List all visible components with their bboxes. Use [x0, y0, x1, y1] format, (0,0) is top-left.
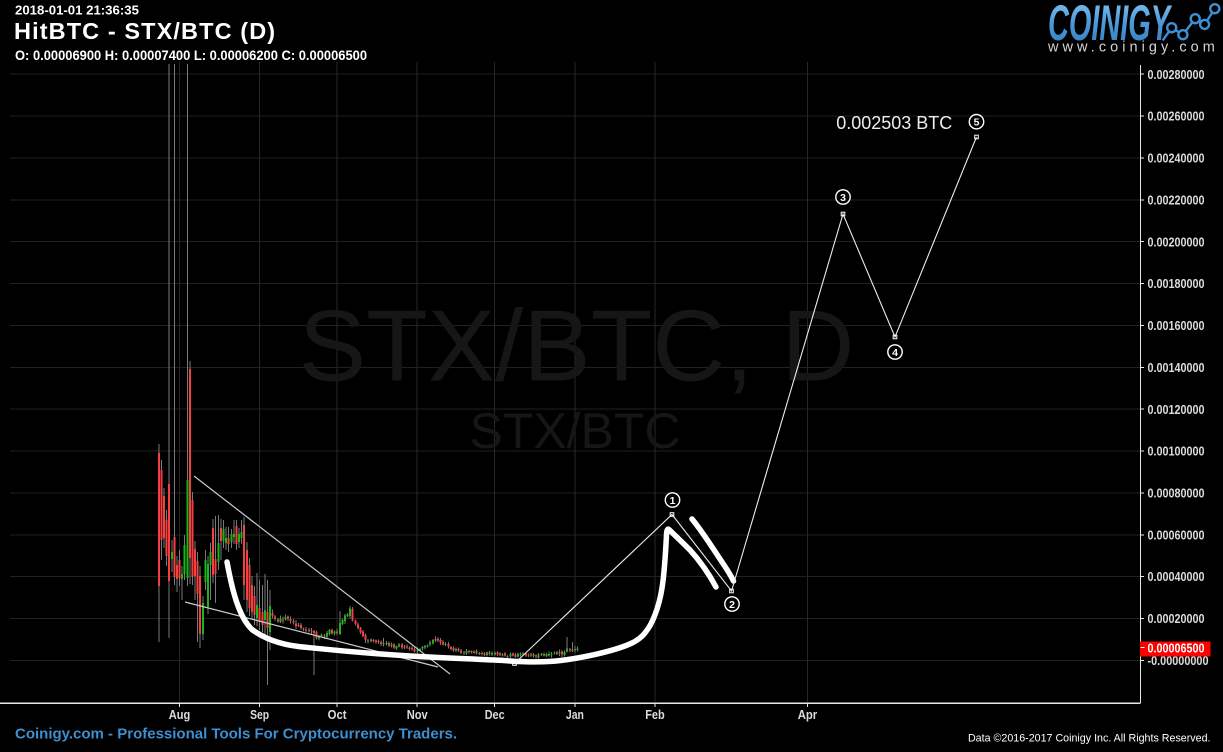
- svg-text:3: 3: [840, 192, 846, 204]
- svg-text:Feb: Feb: [645, 707, 665, 722]
- svg-text:COINIGY: COINIGY: [1048, 0, 1173, 51]
- svg-text:0.00100000: 0.00100000: [1148, 444, 1205, 459]
- svg-text:0.00040000: 0.00040000: [1148, 569, 1205, 584]
- svg-text:0.00020000: 0.00020000: [1148, 611, 1205, 626]
- svg-text:0.00220000: 0.00220000: [1148, 192, 1205, 207]
- svg-text:0.00160000: 0.00160000: [1148, 318, 1205, 333]
- svg-text:Data ©2016-2017 Coinigy Inc. A: Data ©2016-2017 Coinigy Inc. All Rights …: [968, 733, 1211, 745]
- svg-text:0.00240000: 0.00240000: [1148, 151, 1205, 166]
- svg-text:Jan: Jan: [566, 707, 584, 722]
- svg-text:O: 0.00006900 H: 0.00007400 L:: O: 0.00006900 H: 0.00007400 L: 0.0000620…: [15, 48, 367, 63]
- svg-text:0.00200000: 0.00200000: [1148, 234, 1205, 249]
- svg-text:0.00060000: 0.00060000: [1148, 527, 1205, 542]
- svg-text:HitBTC - STX/BTC (D): HitBTC - STX/BTC (D): [14, 18, 276, 44]
- svg-text:STX/BTC: STX/BTC: [469, 403, 680, 459]
- svg-text:2: 2: [729, 599, 735, 611]
- svg-text:STX/BTC, D: STX/BTC, D: [299, 291, 855, 403]
- svg-text:2018-01-01 21:36:35: 2018-01-01 21:36:35: [15, 2, 139, 17]
- svg-text:-0.00000000: -0.00000000: [1148, 653, 1209, 668]
- svg-text:0.00140000: 0.00140000: [1148, 360, 1205, 375]
- svg-text:0.00120000: 0.00120000: [1148, 402, 1205, 417]
- svg-text:Oct: Oct: [328, 707, 348, 722]
- svg-text:www.coinigy.com: www.coinigy.com: [1047, 40, 1219, 56]
- svg-text:Nov: Nov: [407, 707, 429, 722]
- svg-text:Dec: Dec: [485, 707, 505, 722]
- svg-text:1: 1: [670, 495, 676, 507]
- svg-text:Aug: Aug: [169, 707, 191, 722]
- svg-text:4: 4: [892, 347, 898, 359]
- svg-text:Sep: Sep: [250, 707, 269, 722]
- svg-text:0.002503 BTC: 0.002503 BTC: [836, 113, 952, 133]
- svg-text:Coinigy.com - Professional Too: Coinigy.com - Professional Tools For Cry…: [15, 726, 457, 743]
- svg-text:Apr: Apr: [798, 707, 818, 722]
- svg-text:0.00006500: 0.00006500: [1148, 641, 1205, 656]
- svg-text:0.00260000: 0.00260000: [1148, 109, 1205, 124]
- svg-text:0.00280000: 0.00280000: [1148, 67, 1205, 82]
- svg-text:5: 5: [974, 117, 980, 129]
- svg-text:0.00180000: 0.00180000: [1148, 276, 1205, 291]
- svg-text:0.00080000: 0.00080000: [1148, 486, 1205, 501]
